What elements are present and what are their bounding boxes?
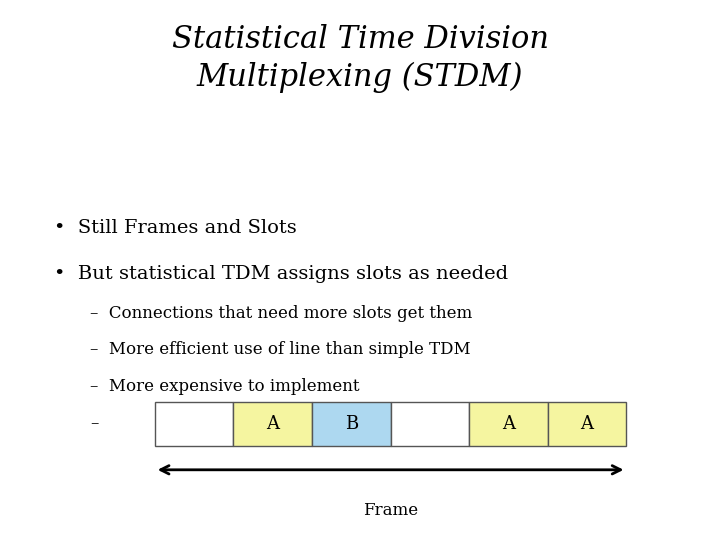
Text: –  More expensive to implement: – More expensive to implement <box>90 378 359 395</box>
Text: B: B <box>345 415 358 433</box>
Text: A: A <box>580 415 593 433</box>
Bar <box>469 402 548 446</box>
Text: Statistical Time Division
Multiplexing (STDM): Statistical Time Division Multiplexing (… <box>171 24 549 92</box>
Text: •  Still Frames and Slots: • Still Frames and Slots <box>54 219 297 237</box>
Text: Frame: Frame <box>363 502 418 519</box>
Bar <box>233 402 312 446</box>
Text: A: A <box>502 415 515 433</box>
Bar <box>548 402 626 446</box>
Text: –  More efficient use of line than simple TDM: – More efficient use of line than simple… <box>90 341 471 358</box>
Bar <box>155 402 233 446</box>
Text: A: A <box>266 415 279 433</box>
Text: •  But statistical TDM assigns slots as needed: • But statistical TDM assigns slots as n… <box>54 265 508 282</box>
Text: –: – <box>90 415 99 431</box>
Bar <box>390 402 469 446</box>
Bar <box>312 402 390 446</box>
Text: –  Connections that need more slots get them: – Connections that need more slots get t… <box>90 305 472 322</box>
